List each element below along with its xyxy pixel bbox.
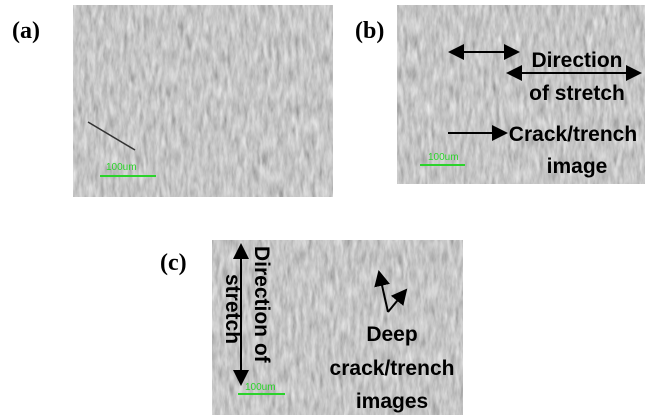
annotation: Direction — [531, 49, 622, 72]
figure: (a) 100um (b) 100um Direction of stretch… — [0, 0, 649, 417]
annotation: Direction of — [250, 246, 273, 364]
scale-bar-label: 100um — [428, 152, 459, 163]
annotation: of stretch — [529, 82, 625, 105]
scale-bar-label: 100um — [245, 382, 276, 393]
annotation: Crack/trench — [509, 123, 637, 146]
annotation: stretch — [221, 274, 244, 344]
annotation: images — [356, 390, 428, 413]
panel-label: (c) — [160, 250, 187, 276]
panel-label: (b) — [355, 18, 384, 44]
annotation: crack/trench — [330, 357, 455, 380]
panel-label: (a) — [12, 18, 40, 44]
scale-bar-label: 100um — [106, 162, 137, 173]
annotation: Deep — [366, 323, 417, 346]
annotation: image — [547, 155, 608, 178]
